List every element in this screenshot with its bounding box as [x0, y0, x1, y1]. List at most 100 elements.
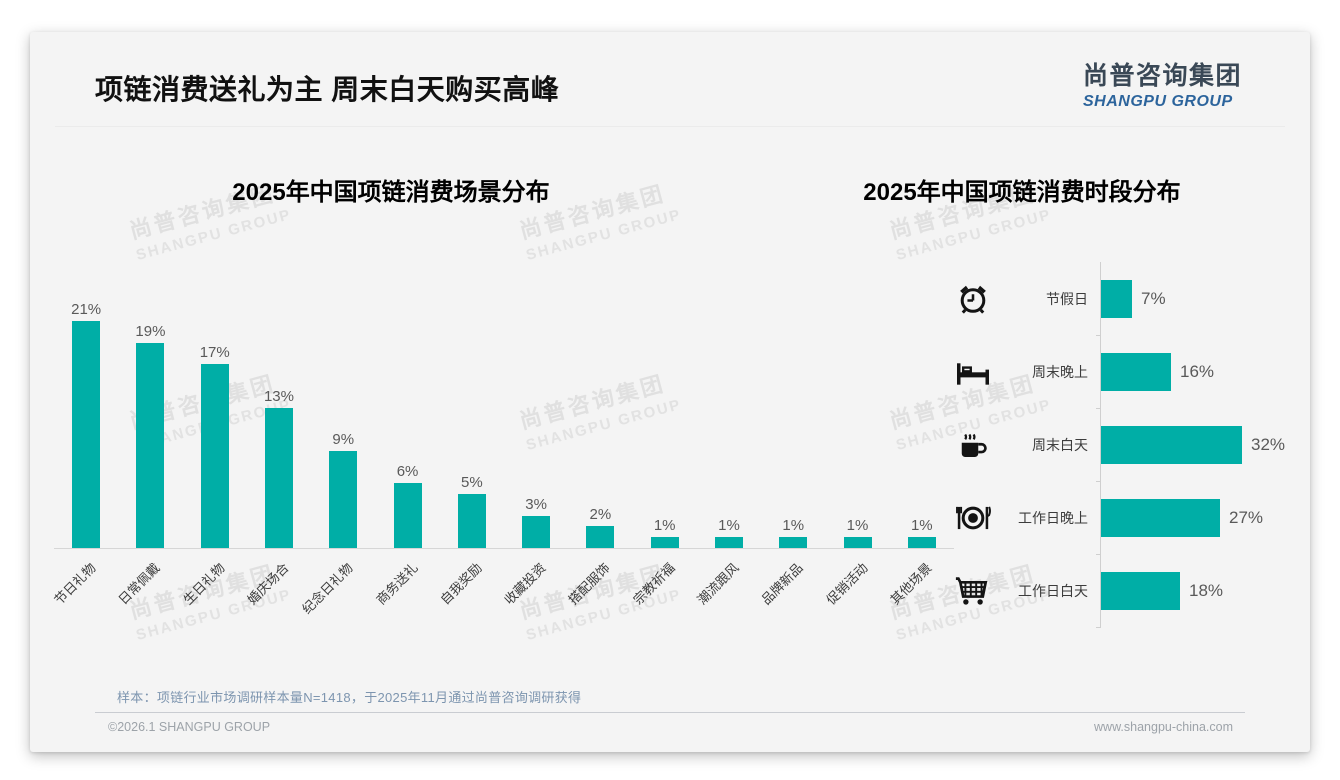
header-divider [55, 126, 1285, 127]
bar [72, 321, 101, 548]
category-label: 促销活动 [822, 560, 871, 608]
bar-value-label: 13% [263, 388, 294, 405]
bar-column: 17% [183, 278, 247, 548]
bar-value-label: 1% [846, 517, 869, 534]
bar-value-label: 1% [718, 517, 740, 534]
category-cell: 商务送礼 [373, 549, 439, 656]
bar-value-label: 16% [1180, 361, 1215, 381]
bar-column: 9% [311, 278, 375, 548]
category-label: 婚庆场合 [244, 560, 292, 608]
time-row: 节假日 7% [950, 262, 1285, 336]
sample-note: 样本：项链行业市场调研样本量N=1418，于2025年11月通过尚普咨询调研获得 [117, 690, 582, 705]
bar-value-label: 21% [71, 301, 102, 318]
category-label: 宗教祈福 [630, 560, 678, 608]
category-cell: 搭配服饰 [566, 549, 632, 656]
bar [1101, 571, 1180, 610]
bar [650, 537, 679, 548]
bar-value-label: 6% [396, 463, 419, 480]
time-chart-rows: 节假日 7% 周末晚上 16% 周末白天 32% 工作日晚上 27% 工作日白天 18% [950, 262, 1286, 628]
bar-value-label: 17% [199, 344, 230, 361]
bar-value-label: 1% [910, 517, 933, 534]
copyright-text: ©2026.1 SHANGPU GROUP [108, 720, 271, 734]
bar-zone: 16% [1095, 335, 1215, 409]
bar [843, 537, 872, 548]
time-category-label: 节假日 [1046, 290, 1088, 307]
bar-column: 1% [825, 278, 889, 548]
category-cell: 品牌新品 [759, 549, 825, 656]
bar [136, 343, 165, 548]
logo-chinese-name: 尚普咨询集团 [1082, 62, 1242, 90]
bar [522, 516, 551, 548]
website-text: www.shangpu-china.com [1094, 720, 1233, 734]
category-cell: 日常佩戴 [116, 549, 182, 656]
coffee-cup-icon [950, 427, 996, 463]
page-title: 项链消费送礼为主 周末白天购买高峰 [95, 74, 560, 105]
bar-value-label: 19% [135, 323, 166, 340]
bar-value-label: 7% [1141, 288, 1166, 308]
bar [1101, 498, 1220, 537]
category-cell: 潮流跟风 [694, 549, 761, 656]
category-cell: 收藏投资 [501, 549, 568, 656]
category-label: 自我奖励 [437, 560, 485, 608]
bar-column: 1% [697, 278, 761, 548]
bar-column: 21% [54, 278, 118, 548]
bar-column: 6% [375, 278, 439, 548]
time-category-label: 工作日白天 [1018, 582, 1088, 599]
category-label: 收藏投资 [501, 560, 549, 608]
dining-icon [950, 499, 996, 537]
bar [907, 537, 936, 548]
category-label: 节日礼物 [51, 560, 99, 608]
company-logo: 尚普咨询集团 SHANGPU GROUP [1083, 56, 1242, 111]
time-category-label: 工作日晚上 [1018, 509, 1088, 526]
bar-column: 19% [118, 278, 182, 548]
bar-value-label: 9% [332, 431, 355, 448]
time-row: 周末晚上 16% [950, 335, 1285, 409]
bed-icon [950, 353, 996, 391]
bar-column: 1% [761, 278, 825, 548]
category-label: 生日礼物 [180, 560, 228, 608]
bar-value-label: 5% [460, 474, 483, 491]
bar-value-label: 32% [1251, 434, 1286, 454]
scene-chart-bars: 21% 19% 17% 13% 9% 6% 5% 3% 2% 1% 1% 1% 1% 1% [54, 278, 954, 548]
bar [586, 526, 615, 548]
bar-column: 1% [633, 278, 697, 548]
category-label: 搭配服饰 [565, 560, 614, 608]
category-label: 日常佩戴 [115, 560, 164, 608]
bar-zone: 27% [1095, 481, 1263, 555]
category-cell: 生日礼物 [180, 549, 247, 656]
bar-column: 5% [440, 278, 504, 548]
bar-zone: 18% [1095, 554, 1223, 628]
bar [1101, 425, 1242, 464]
category-label: 品牌新品 [758, 560, 806, 608]
time-row: 周末白天 32% [950, 408, 1286, 482]
bar [264, 408, 293, 548]
bar-column: 13% [247, 278, 311, 548]
bar [714, 537, 743, 548]
bar-value-label: 1% [782, 517, 805, 534]
bar [1101, 352, 1171, 391]
category-cell: 其他场景 [887, 549, 954, 656]
shopping-cart-icon [950, 572, 996, 610]
alarm-clock-icon [950, 281, 996, 317]
bar [779, 537, 808, 548]
bar [200, 364, 229, 548]
bar [457, 494, 486, 548]
category-cell: 宗教祈福 [630, 549, 697, 656]
bar-column: 2% [568, 278, 632, 548]
category-cell: 促销活动 [823, 549, 889, 656]
time-row: 工作日晚上 27% [950, 481, 1285, 555]
category-label: 潮流跟风 [694, 560, 742, 608]
bar-value-label: 3% [525, 496, 547, 513]
bar [1101, 279, 1132, 318]
bar-column: 3% [504, 278, 568, 548]
bar-zone: 7% [1096, 262, 1166, 336]
category-label: 商务送礼 [372, 560, 421, 608]
category-cell: 自我奖励 [437, 549, 504, 656]
category-label: 其他场景 [887, 560, 935, 608]
footer-divider [95, 712, 1245, 713]
bar-zone: 32% [1095, 408, 1286, 482]
bar [329, 451, 358, 548]
bar-column: 1% [890, 278, 954, 548]
bar-value-label: 2% [589, 506, 612, 523]
time-chart-title: 2025年中国项链消费时段分布 [863, 179, 1181, 206]
